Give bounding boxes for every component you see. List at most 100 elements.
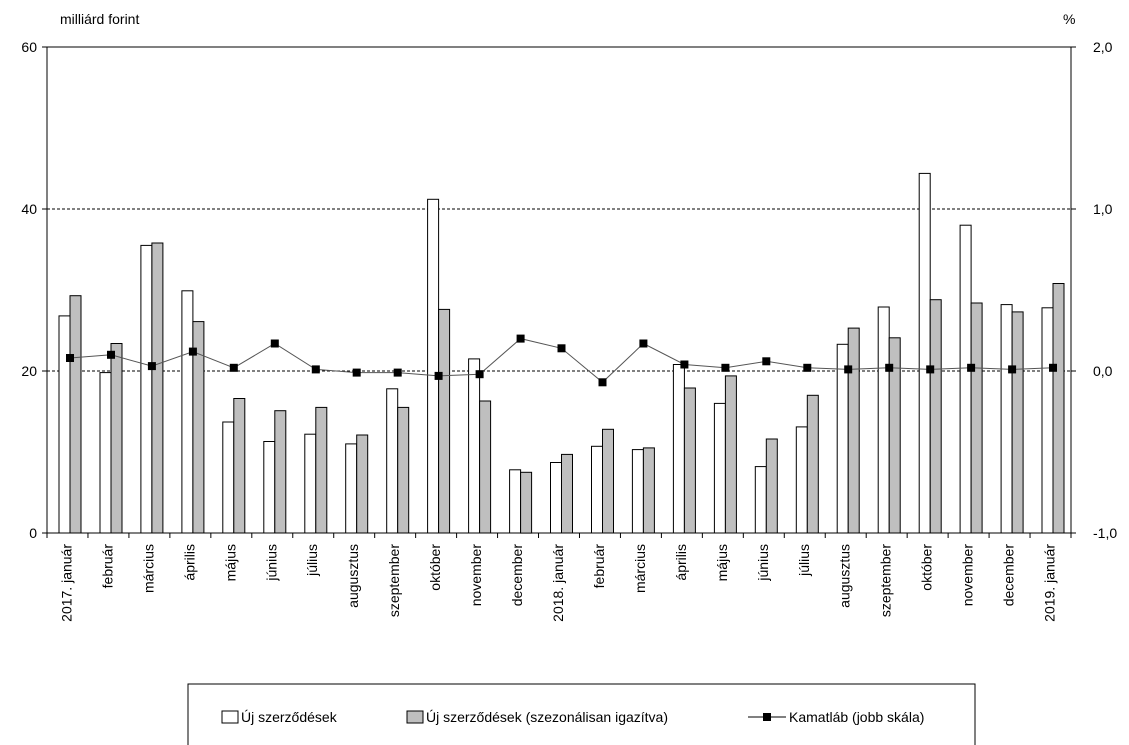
right-axis: -1,0 0,0 1,0 2,0 [1071,39,1117,541]
bar-new-contracts [427,198,440,534]
bar-new-contracts [959,224,972,534]
x-tick-label: november [468,544,484,607]
legend-marker-rate [763,713,771,721]
bar-new-contracts [58,315,71,534]
rate-marker [1049,363,1057,372]
rate-marker [107,350,115,359]
x-tick-label: augusztus [345,544,361,608]
left-tick-label: 40 [21,201,37,217]
legend-swatch-new-contracts [221,710,239,724]
bar-seasonally-adjusted [274,410,287,534]
legend-swatch-seasonally-adjusted [406,710,424,724]
x-tick-label: július [796,544,812,577]
rate-marker [147,362,156,371]
left-tick-label: 20 [21,363,37,379]
x-tick-label: február [99,544,115,589]
bar-seasonally-adjusted [520,471,533,534]
bar-seasonally-adjusted [724,375,737,534]
bar-seasonally-adjusted [1011,311,1024,534]
bar-seasonally-adjusted [847,327,860,534]
rate-marker [680,360,689,369]
bar-new-contracts [509,469,522,534]
bar-new-contracts [550,462,562,534]
right-tick-label: 0,0 [1093,363,1113,379]
rate-marker [598,378,607,387]
bar-new-contracts [1000,304,1013,534]
bars [58,172,1065,534]
bar-seasonally-adjusted [151,242,164,534]
left-tick-label: 60 [21,39,37,55]
x-tick-label: 2018. január [550,544,566,622]
x-tick-label: július [304,544,320,577]
x-tick-label: május [222,544,238,581]
bar-new-contracts [1041,307,1054,534]
x-tick-label: június [263,544,279,582]
bar-seasonally-adjusted [888,337,901,534]
x-tick-label: december [1001,544,1017,607]
rate-marker [229,363,238,372]
bar-seasonally-adjusted [806,394,819,534]
bar-new-contracts [263,441,276,534]
x-tick-label: 2017. január [59,544,75,622]
x-tick-label: október [919,544,935,591]
bar-new-contracts [631,449,644,534]
x-tick-label: október [427,544,443,591]
bar-new-contracts [591,445,603,534]
x-tick-label: 2019. január [1042,544,1058,622]
x-tick-label: április [673,544,689,581]
bar-new-contracts [181,290,194,534]
right-axis-unit: % [1063,11,1075,27]
rate-marker [352,368,361,377]
rate-marker [557,344,566,353]
rate-line-series [66,334,1057,387]
bar-seasonally-adjusted [602,428,614,534]
bar-new-contracts [795,426,808,534]
bar-new-contracts [140,244,153,534]
bar-seasonally-adjusted [642,447,655,534]
rate-marker [393,368,402,377]
rate-marker [1008,365,1017,374]
bar-seasonally-adjusted [479,400,492,534]
bar-seasonally-adjusted [1052,283,1065,534]
bar-seasonally-adjusted [397,406,410,534]
x-tick-label: szeptember [878,544,894,617]
x-tick-label: augusztus [837,544,853,608]
bar-seasonally-adjusted [561,453,573,534]
x-tick-label: február [591,544,607,589]
x-tick-label: december [509,544,525,607]
rate-marker [803,363,812,372]
bar-new-contracts [345,443,358,534]
bar-seasonally-adjusted [929,299,942,534]
rate-marker [66,354,74,362]
bar-new-contracts [877,306,890,534]
rate-marker [516,334,525,343]
bar-seasonally-adjusted [970,302,983,534]
rate-marker [885,363,894,372]
rate-marker [926,365,935,374]
left-axis-unit: milliárd forint [60,11,139,27]
x-tick-label: március [632,544,648,593]
x-axis: 2017. január február március április május jú… [46,533,1072,622]
bar-seasonally-adjusted [192,321,205,534]
right-tick-label: 2,0 [1093,39,1113,55]
rate-marker [639,339,648,348]
x-tick-label: november [960,544,976,607]
rate-marker [762,357,771,366]
bar-seasonally-adjusted [69,295,82,534]
x-tick-label: március [140,544,156,593]
bar-seasonally-adjusted [110,343,123,534]
bar-new-contracts [672,364,685,534]
rate-marker [475,370,484,379]
bar-seasonally-adjusted [438,308,451,534]
bar-seasonally-adjusted [233,398,246,534]
bar-seasonally-adjusted [356,434,369,534]
x-tick-label: szeptember [386,544,402,617]
bar-new-contracts [386,388,399,534]
legend-frame [187,683,976,745]
right-tick-label: -1,0 [1093,525,1117,541]
bar-seasonally-adjusted [683,387,696,534]
bar-new-contracts [99,372,112,534]
legend-label-seasonally-adjusted: Új szerződések (szezonálisan igazítva) [426,709,668,725]
left-axis: 0 20 40 60 [21,39,47,541]
x-tick-label: június [755,544,771,582]
